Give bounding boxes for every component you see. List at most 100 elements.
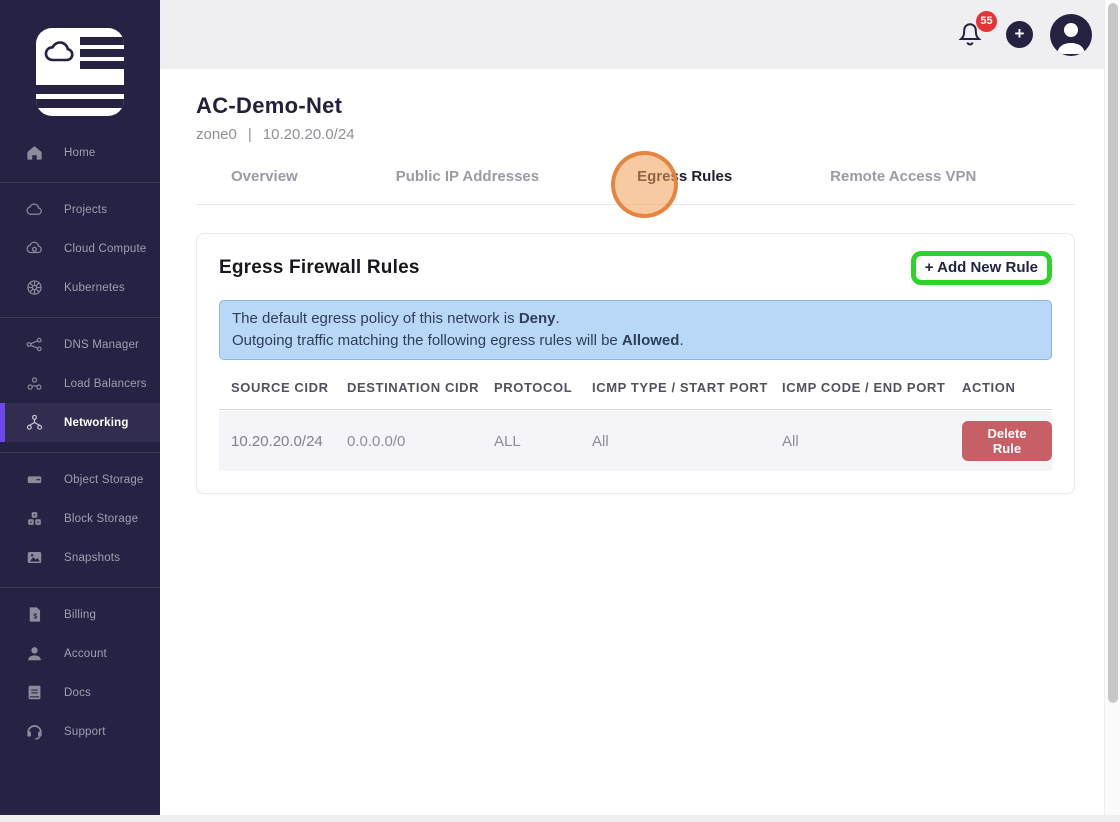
col-source-cidr: SOURCE CIDR — [231, 380, 329, 396]
account-icon — [28, 647, 41, 661]
sidebar-item-object-storage[interactable]: Object Storage — [0, 460, 160, 499]
cell-protocol: ALL — [494, 432, 521, 450]
sidebar-item-label: DNS Manager — [64, 338, 140, 351]
egress-rules-card: Egress Firewall Rules + Add New Rule The… — [196, 233, 1075, 495]
sidebar-item-snapshots[interactable]: Snapshots — [0, 538, 160, 577]
networking-icon — [26, 414, 43, 430]
table-row: 10.20.20.0/24 0.0.0.0/0 ALL All All Dele… — [219, 411, 1052, 472]
page-content: AC-Demo-Net zone0 | 10.20.20.0/24 Overvi… — [160, 69, 1120, 495]
notice-line-1: The default egress policy of this networ… — [232, 310, 560, 327]
snapshots-icon — [27, 551, 42, 564]
sidebar-item-label: Kubernetes — [64, 281, 125, 294]
col-protocol: PROTOCOL — [494, 380, 573, 396]
create-button[interactable]: + — [1006, 21, 1033, 48]
tab-public-ip-addresses[interactable]: Public IP Addresses — [395, 168, 540, 185]
subtitle-separator: | — [247, 126, 252, 143]
horizontal-scrollbar[interactable] — [0, 815, 1120, 822]
sidebar-item-dns-manager[interactable]: DNS Manager — [0, 325, 160, 364]
sidebar-item-load-balancers[interactable]: Load Balancers — [0, 364, 160, 403]
sidebar-item-label: Projects — [64, 203, 108, 216]
load-balancer-icon — [27, 377, 42, 390]
cell-destination-cidr: 0.0.0.0/0 — [347, 432, 406, 450]
sidebar-item-docs[interactable]: Docs — [0, 673, 160, 712]
logo-stripe — [36, 99, 124, 108]
object-storage-icon — [27, 476, 42, 484]
tab-overview[interactable]: Overview — [231, 168, 298, 185]
cell-icmp-type: All — [592, 432, 609, 450]
notification-badge: 55 — [976, 10, 997, 32]
sidebar-group-compute: Projects Cloud Compute Kubernetes — [0, 183, 160, 318]
sidebar-item-label: Snapshots — [64, 551, 121, 564]
logo-stripe — [80, 49, 124, 57]
sidebar-item-label: Billing — [64, 608, 97, 621]
support-icon — [27, 725, 42, 740]
sidebar-item-kubernetes[interactable]: Kubernetes — [0, 268, 160, 307]
sidebar-item-label: Load Balancers — [64, 377, 147, 390]
sidebar-item-cloud-compute[interactable]: Cloud Compute — [0, 229, 160, 268]
topbar: 55 + — [160, 0, 1120, 69]
home-icon — [27, 146, 42, 160]
sidebar-item-account[interactable]: Account — [0, 634, 160, 673]
card-title: Egress Firewall Rules — [219, 257, 420, 278]
sidebar-item-label: Networking — [64, 416, 129, 429]
sidebar: Home Projects Cloud Compute Kubernetes D… — [0, 0, 160, 815]
card-header: Egress Firewall Rules + Add New Rule — [219, 246, 1052, 290]
col-icmp-type-start-port: ICMP TYPE / START PORT — [592, 380, 768, 396]
sidebar-item-billing[interactable]: $ Billing — [0, 595, 160, 634]
tab-bar: Overview Public IP Addresses Egress Rule… — [196, 168, 1075, 205]
sidebar-item-block-storage[interactable]: Block Storage — [0, 499, 160, 538]
col-icmp-code-end-port: ICMP CODE / END PORT — [782, 380, 946, 396]
network-cidr: 10.20.20.0/24 — [262, 126, 355, 143]
docs-icon — [28, 685, 41, 700]
svg-text:$: $ — [33, 612, 37, 620]
logo-stripe — [80, 61, 124, 69]
sidebar-group-storage: Object Storage Block Storage Snapshots — [0, 453, 160, 588]
sidebar-group-network: DNS Manager Load Balancers Networking — [0, 318, 160, 453]
logo-stripe — [80, 37, 124, 45]
page-title: AC-Demo-Net — [196, 93, 343, 118]
logo-stripe — [36, 85, 124, 94]
main-column: 55 + AC-Demo-Net zone0 | 10.20.20.0/24 O… — [160, 0, 1120, 815]
sidebar-item-label: Cloud Compute — [64, 242, 147, 255]
table-header-row: SOURCE CIDR DESTINATION CIDR PROTOCOL IC… — [219, 360, 1052, 411]
block-storage-icon — [28, 512, 41, 525]
brand-logo[interactable] — [36, 28, 124, 116]
sidebar-item-support[interactable]: Support — [0, 712, 160, 751]
sidebar-group-account: $ Billing Account Docs Support — [0, 588, 160, 761]
sidebar-item-label: Home — [64, 146, 96, 159]
dns-icon — [26, 337, 42, 352]
highlight-box: + Add New Rule — [910, 251, 1052, 285]
vertical-scrollbar[interactable] — [1104, 0, 1120, 815]
sidebar-item-label: Docs — [64, 686, 92, 699]
avatar[interactable] — [1050, 13, 1092, 56]
billing-icon: $ — [29, 607, 41, 622]
cloud-logo-icon — [43, 38, 77, 71]
cloud-icon — [26, 203, 42, 215]
cell-icmp-code: All — [782, 432, 799, 450]
bell-icon — [958, 22, 982, 45]
sidebar-item-networking[interactable]: Networking — [0, 403, 160, 442]
page-subtitle: zone0 | 10.20.20.0/24 — [196, 126, 1120, 143]
sidebar-group-main: Home — [0, 126, 160, 183]
notifications-button[interactable]: 55 — [955, 10, 997, 55]
sidebar-item-label: Support — [64, 725, 106, 738]
delete-rule-button[interactable]: Delete Rule — [962, 421, 1052, 462]
vertical-scrollbar-thumb[interactable] — [1108, 3, 1118, 703]
cloud-compute-icon — [26, 241, 42, 254]
user-icon — [1057, 22, 1085, 54]
col-destination-cidr: DESTINATION CIDR — [347, 380, 480, 396]
zone-label: zone0 — [196, 126, 237, 143]
notice-line-2: Outgoing traffic matching the following … — [232, 332, 684, 350]
cell-source-cidr: 10.20.20.0/24 — [231, 432, 323, 450]
tab-egress-rules[interactable]: Egress Rules — [637, 168, 733, 185]
col-action: ACTION — [962, 380, 1016, 396]
sidebar-item-label: Account — [64, 647, 107, 660]
kubernetes-icon — [27, 280, 42, 295]
add-new-rule-button[interactable]: + Add New Rule — [924, 259, 1038, 276]
sidebar-item-projects[interactable]: Projects — [0, 190, 160, 229]
sidebar-item-label: Object Storage — [64, 473, 144, 486]
sidebar-item-home[interactable]: Home — [0, 133, 160, 172]
egress-policy-notice: The default egress policy of this networ… — [219, 300, 1052, 361]
tab-remote-access-vpn[interactable]: Remote Access VPN — [830, 168, 977, 185]
